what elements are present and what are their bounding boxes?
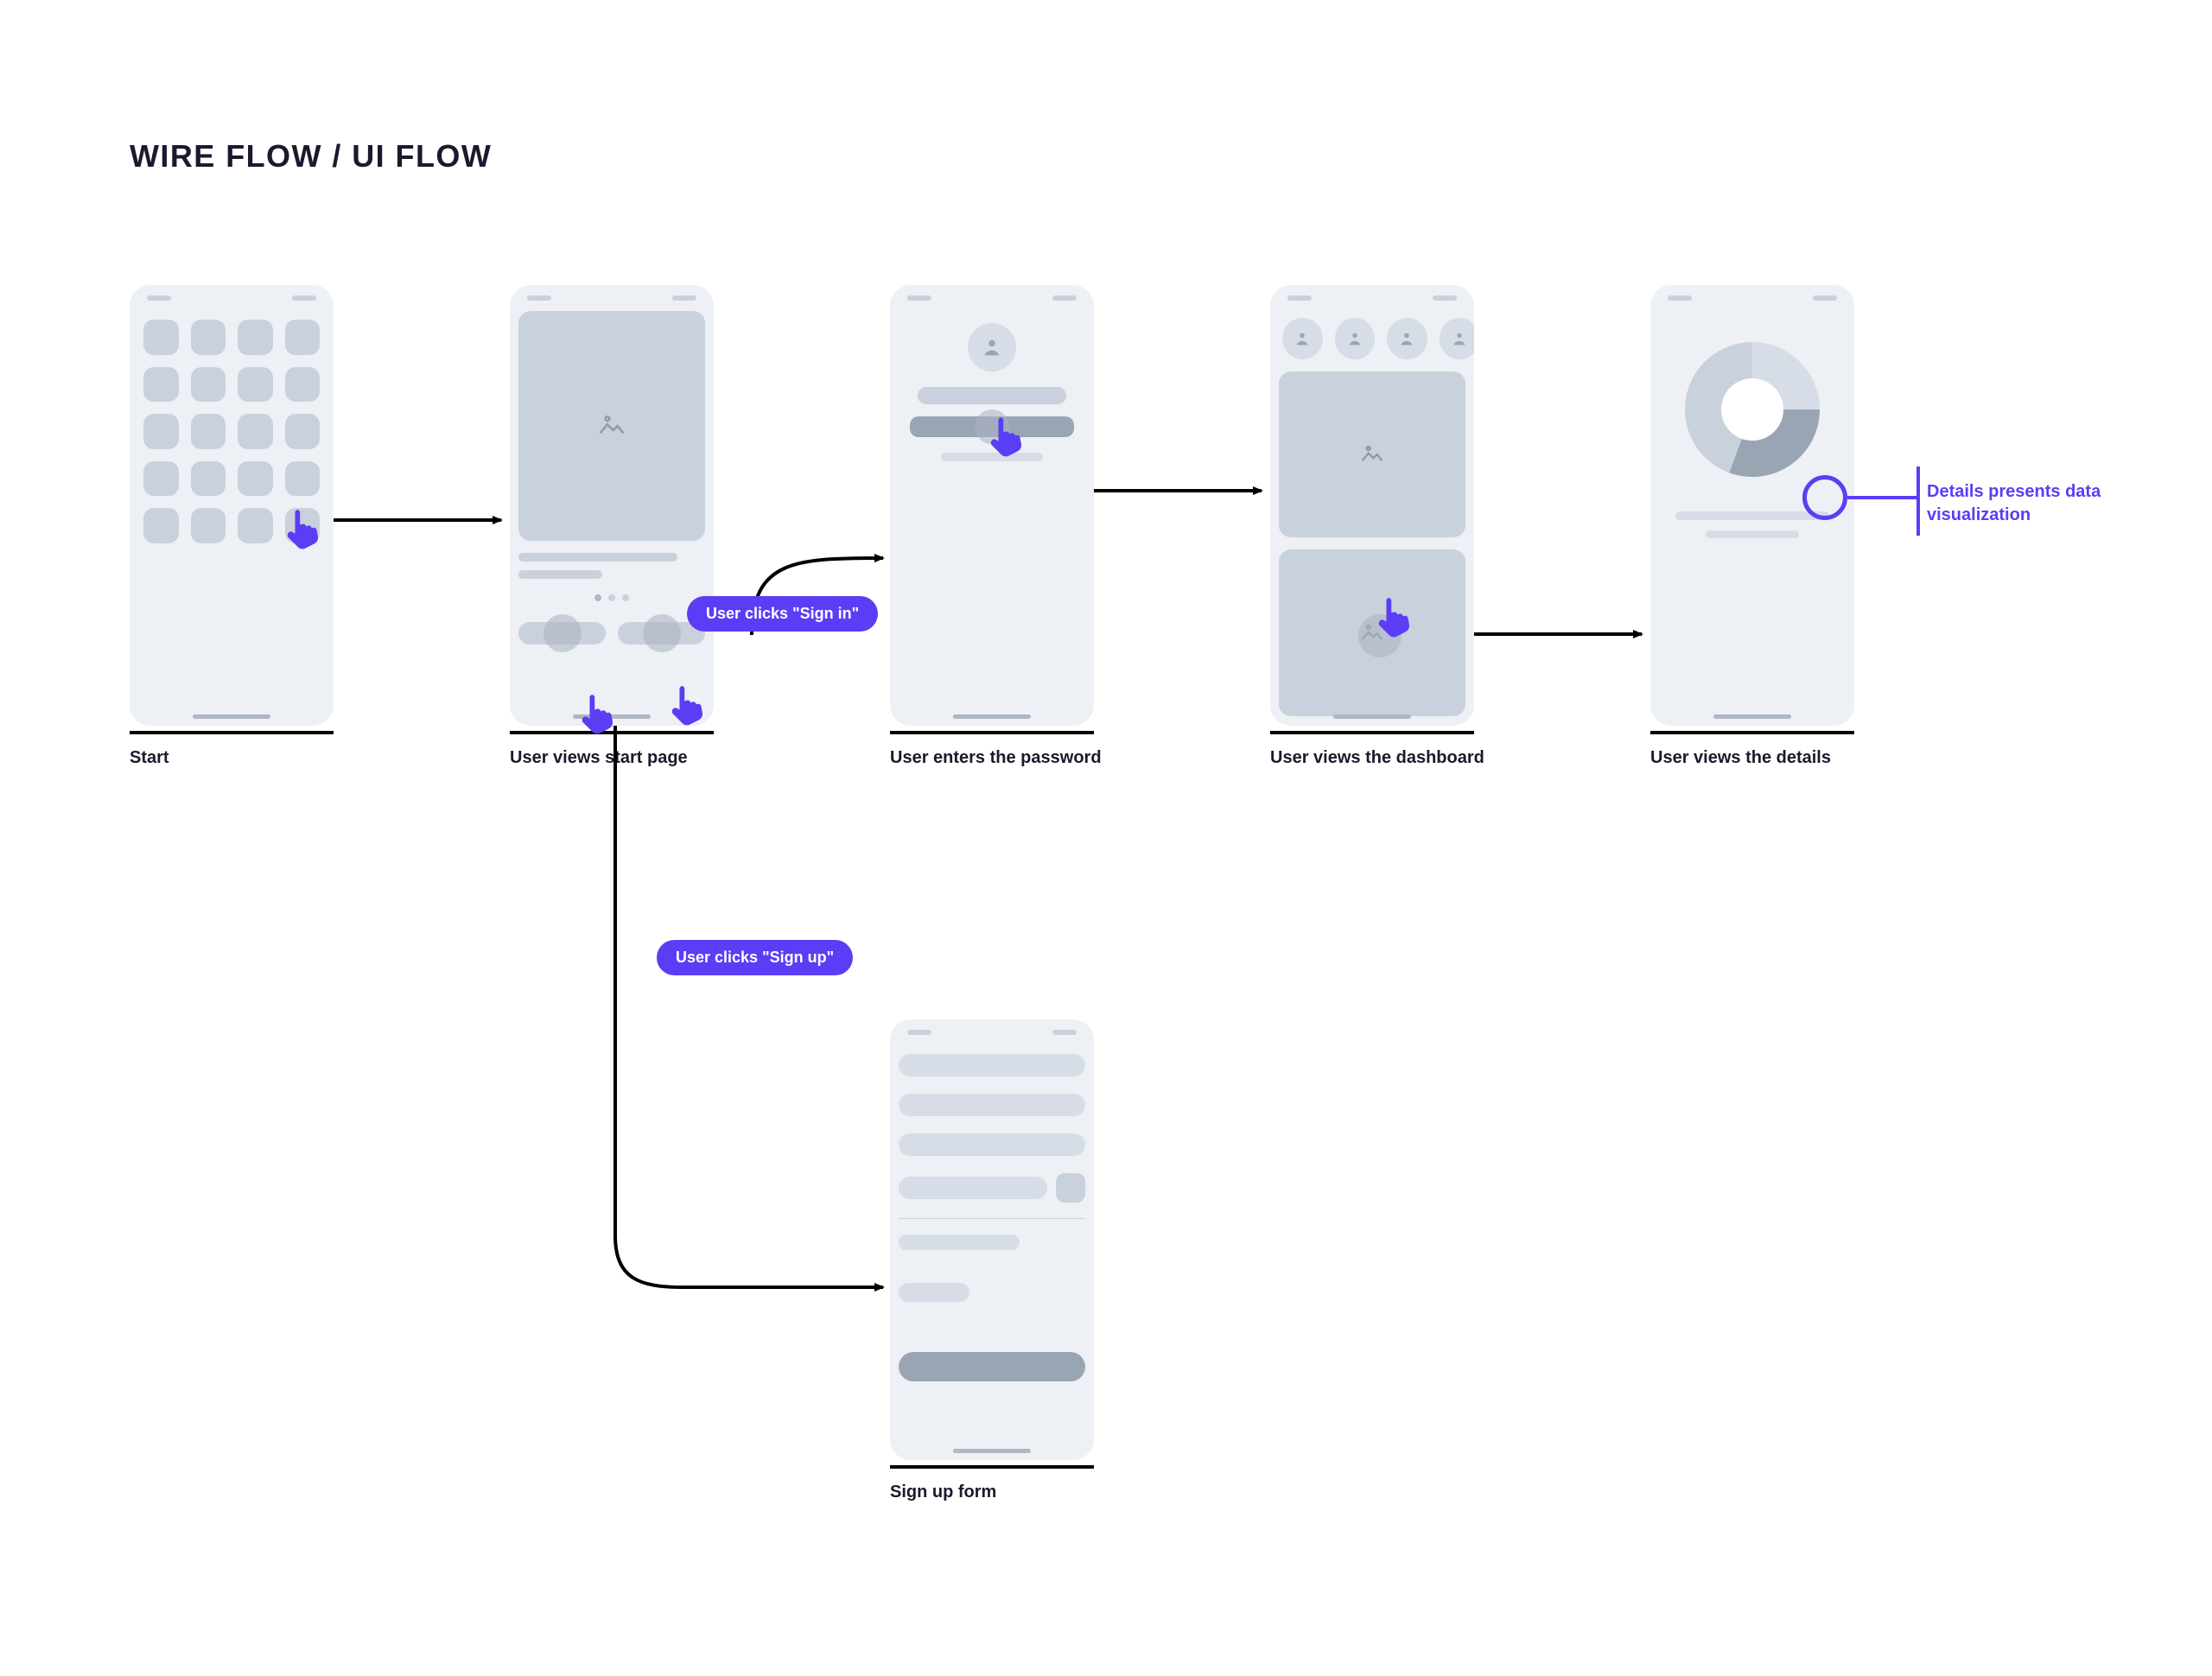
home-app-icon[interactable] <box>238 508 273 543</box>
page-title: WIRE FLOW / UI FLOW <box>130 138 492 175</box>
home-app-icon[interactable] <box>143 414 179 449</box>
home-app-icon[interactable] <box>143 461 179 497</box>
home-app-icon[interactable] <box>143 320 179 355</box>
home-app-icon[interactable] <box>143 508 179 543</box>
screen-label-details: User views the details <box>1650 746 1831 770</box>
home-app-icon[interactable] <box>285 414 321 449</box>
avatar-icon <box>968 323 1016 371</box>
screen-label-signup: Sign up form <box>890 1481 996 1504</box>
home-app-icon[interactable] <box>143 367 179 403</box>
home-app-icon[interactable] <box>191 320 226 355</box>
annotation-signin: User clicks "Sign in" <box>687 596 878 632</box>
tap-cursor-icon <box>981 411 1029 460</box>
helper-text <box>899 1235 1020 1250</box>
home-app-icon[interactable] <box>285 367 321 403</box>
callout-connector <box>1847 496 1918 499</box>
avatars-row <box>1279 311 1465 371</box>
underline <box>890 731 1094 734</box>
home-app-icon[interactable] <box>191 508 226 543</box>
home-app-icon[interactable] <box>191 461 226 497</box>
home-app-icon[interactable] <box>238 367 273 403</box>
home-app-icon[interactable] <box>238 414 273 449</box>
signup-icon-chip[interactable] <box>1056 1173 1085 1203</box>
tap-cursor-icon <box>277 504 326 552</box>
pager-dots <box>518 594 705 601</box>
signup-field[interactable] <box>899 1054 1085 1076</box>
signup-button-placeholder[interactable] <box>518 622 606 644</box>
screen-label-dashboard: User views the dashboard <box>1270 746 1484 770</box>
home-app-icon[interactable] <box>191 414 226 449</box>
username-field[interactable] <box>918 387 1067 404</box>
helper-text <box>899 1283 969 1302</box>
signup-field[interactable] <box>899 1177 1047 1199</box>
hero-image-placeholder <box>518 311 705 541</box>
screen-dashboard <box>1270 285 1474 726</box>
underline <box>1650 731 1854 734</box>
tap-cursor-icon <box>1369 592 1417 640</box>
callout-circle-icon <box>1802 475 1847 520</box>
tap-cursor-icon <box>662 680 710 728</box>
home-app-icon[interactable] <box>191 367 226 403</box>
flow-arrows <box>0 0 2212 1676</box>
callout-text: Details presents data visualization <box>1927 480 2169 527</box>
signup-submit-button[interactable] <box>899 1352 1085 1381</box>
home-app-icon[interactable] <box>285 461 321 497</box>
screen-label-startpage: User views start page <box>510 746 688 770</box>
screen-password <box>890 285 1094 726</box>
screen-label-start: Start <box>130 746 169 770</box>
signup-field[interactable] <box>899 1094 1085 1116</box>
signup-field[interactable] <box>899 1133 1085 1156</box>
callout-connector <box>1916 467 1920 536</box>
screen-label-password: User enters the password <box>890 746 1102 770</box>
dashboard-card[interactable] <box>1279 371 1465 537</box>
home-app-icon[interactable] <box>285 320 321 355</box>
tap-cursor-icon <box>572 689 620 737</box>
screen-signup <box>890 1019 1094 1460</box>
underline <box>1270 731 1474 734</box>
home-app-icon[interactable] <box>238 320 273 355</box>
underline <box>130 731 334 734</box>
screen-startpage <box>510 285 714 726</box>
annotation-signup: User clicks "Sign up" <box>657 940 853 975</box>
donut-chart <box>1659 332 1846 487</box>
home-app-icon[interactable] <box>238 461 273 497</box>
underline <box>890 1465 1094 1469</box>
